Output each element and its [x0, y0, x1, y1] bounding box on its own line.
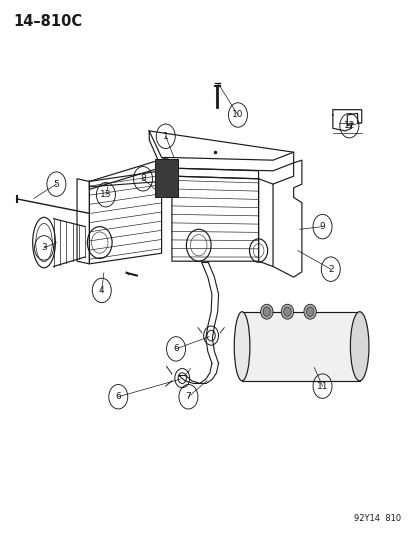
- Ellipse shape: [303, 304, 316, 319]
- Ellipse shape: [283, 307, 290, 317]
- Ellipse shape: [263, 307, 270, 317]
- Text: 6: 6: [115, 392, 121, 401]
- Text: 3: 3: [41, 244, 47, 253]
- Text: 2: 2: [327, 265, 333, 273]
- Text: 12: 12: [343, 121, 354, 130]
- Ellipse shape: [280, 304, 293, 319]
- Bar: [155, 159, 178, 197]
- Text: 7: 7: [185, 392, 191, 401]
- Bar: [242, 312, 359, 381]
- Text: 11: 11: [316, 382, 328, 391]
- Text: 14–810C: 14–810C: [13, 14, 82, 29]
- Ellipse shape: [349, 312, 368, 381]
- Text: 5: 5: [53, 180, 59, 189]
- Text: 92Y14  810: 92Y14 810: [353, 514, 400, 523]
- Text: 9: 9: [319, 222, 325, 231]
- Text: 4: 4: [99, 286, 104, 295]
- Ellipse shape: [234, 312, 249, 381]
- Text: 13: 13: [100, 190, 112, 199]
- Ellipse shape: [260, 304, 272, 319]
- Ellipse shape: [306, 307, 313, 317]
- Text: 8: 8: [140, 174, 145, 183]
- Text: 1: 1: [162, 132, 168, 141]
- Text: 10: 10: [232, 110, 243, 119]
- Text: 6: 6: [173, 344, 178, 353]
